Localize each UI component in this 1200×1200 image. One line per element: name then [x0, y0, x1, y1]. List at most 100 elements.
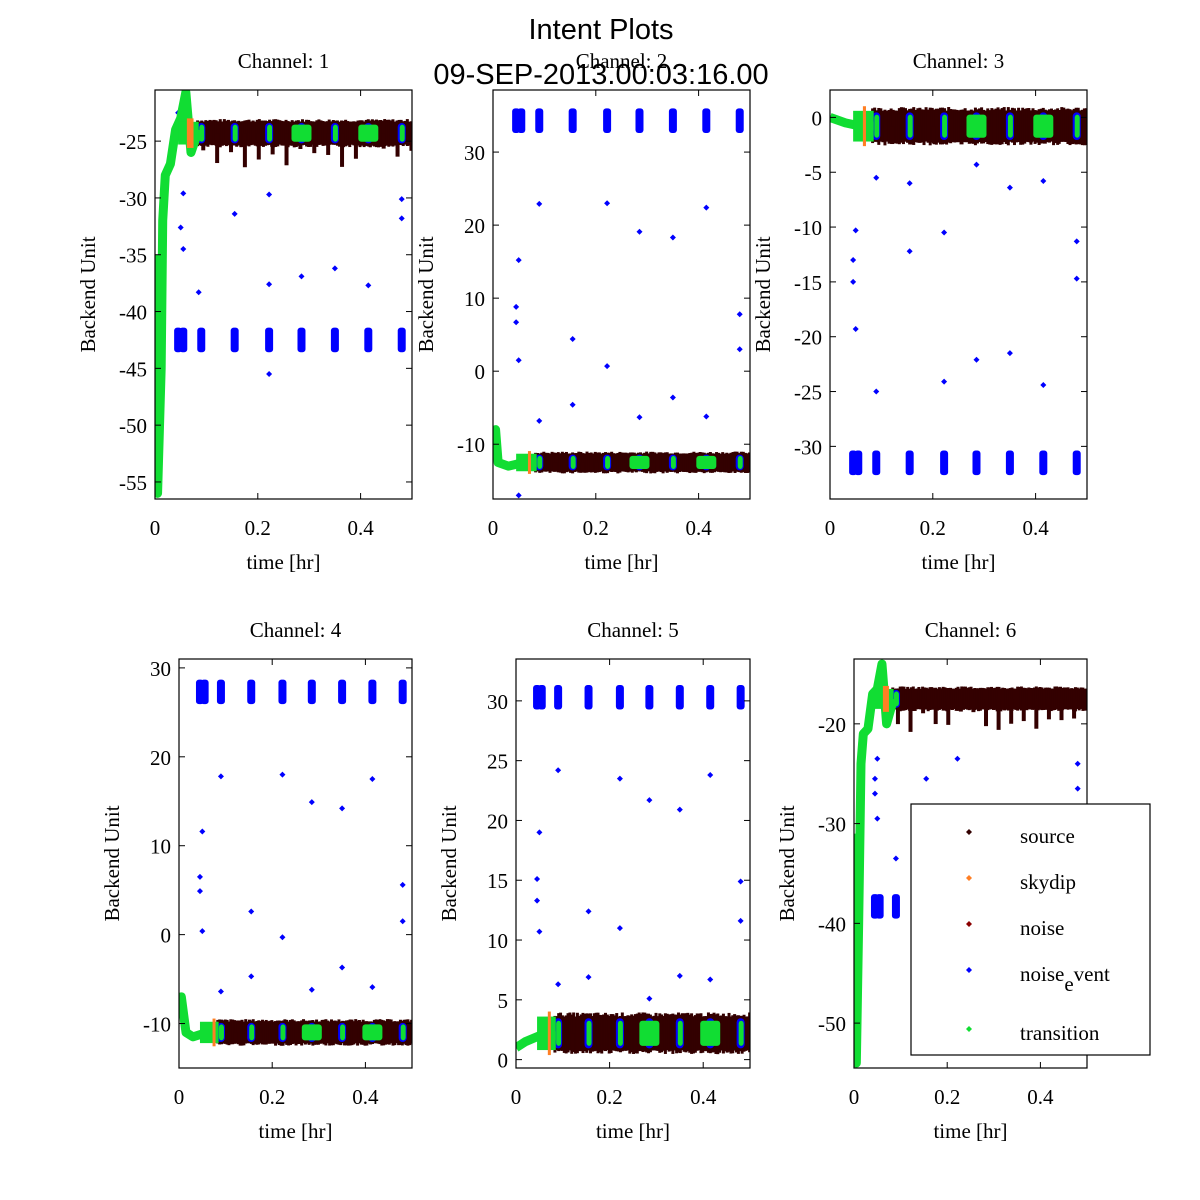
source-point — [356, 120, 360, 146]
noise-event-point — [536, 200, 543, 207]
series-noise-event — [849, 112, 1081, 476]
source-dip — [958, 698, 963, 712]
plot-area — [854, 659, 1087, 1068]
source-point — [405, 119, 409, 146]
transition-band-marker — [874, 114, 880, 138]
source-dip — [580, 462, 585, 471]
noise-event-point — [954, 755, 961, 762]
source-point — [902, 686, 906, 711]
source-point — [352, 121, 356, 146]
source-point — [1003, 688, 1007, 711]
source-dip — [570, 1033, 575, 1051]
noise-event-point — [703, 204, 710, 211]
noise-event-point — [852, 326, 859, 333]
source-point — [393, 1021, 397, 1046]
noise-event-cluster — [675, 684, 684, 710]
noise-event-point — [308, 799, 315, 806]
source-point — [385, 119, 389, 146]
source-point — [229, 1019, 233, 1045]
source-point — [900, 686, 904, 711]
y-tick-label: 30 — [464, 141, 485, 165]
source-point — [333, 1020, 337, 1044]
source-point — [558, 453, 562, 473]
source-point — [951, 109, 955, 143]
source-point — [947, 107, 951, 142]
transition-band-marker — [1033, 114, 1054, 138]
source-point — [261, 1019, 265, 1045]
source-point — [1066, 687, 1070, 710]
source-dip — [622, 462, 627, 471]
source-dip — [722, 1033, 727, 1051]
noise-event-point — [616, 775, 623, 782]
source-point — [566, 1013, 570, 1053]
source-point — [327, 119, 331, 145]
source-point — [1040, 687, 1044, 711]
transition-band-marker — [291, 124, 312, 142]
source-point — [725, 452, 729, 473]
y-axis-label: Backend Unit — [775, 805, 799, 921]
source-point — [393, 121, 397, 146]
noise-event-cluster — [645, 684, 654, 710]
source-point — [241, 121, 245, 148]
transition-band-marker — [340, 1024, 346, 1041]
source-dip — [258, 1032, 263, 1043]
noise-event-point — [536, 928, 543, 935]
source-point — [879, 108, 883, 142]
source-point — [684, 1013, 688, 1053]
source-point — [560, 1015, 564, 1051]
source-point — [924, 107, 928, 142]
source-point — [729, 452, 733, 473]
source-point — [906, 686, 910, 710]
legend: source skydip noise noiseevent transition — [910, 803, 1151, 1056]
x-tick-label: 0.2 — [934, 1085, 960, 1109]
y-tick-label: -20 — [818, 713, 846, 737]
source-point — [883, 109, 887, 146]
series-skydip — [547, 1011, 551, 1056]
noise-event-cluster — [197, 327, 206, 353]
noise-event-cluster — [230, 327, 239, 353]
noise-event-point — [737, 878, 744, 885]
source-dip — [895, 698, 900, 725]
x-tick-label: 0.2 — [245, 516, 271, 540]
source-point — [694, 452, 698, 473]
y-tick-label: -20 — [794, 326, 822, 350]
source-point — [1031, 108, 1035, 142]
plot-area — [830, 106, 1087, 476]
source-point — [579, 451, 583, 473]
source-point — [1000, 108, 1004, 145]
source-point — [889, 108, 893, 142]
source-dip — [353, 133, 358, 159]
source-dip — [395, 133, 400, 157]
noise-event-cluster — [216, 679, 225, 705]
noise-event-point — [569, 336, 576, 343]
source-point — [904, 108, 908, 142]
source-point — [282, 121, 286, 146]
source-point — [244, 1019, 248, 1044]
source-point — [961, 109, 965, 142]
transition-block — [199, 1021, 219, 1044]
panel-title: Channel: 6 — [925, 618, 1017, 642]
source-point — [1058, 110, 1062, 143]
source-point — [602, 1014, 606, 1051]
noise-event-cluster — [338, 679, 347, 705]
source-dip — [1046, 698, 1051, 720]
source-point — [251, 120, 255, 145]
source-dip — [1070, 126, 1075, 145]
source-point — [288, 121, 292, 146]
noise-event-point — [536, 829, 543, 836]
panel-title: Channel: 3 — [913, 49, 1005, 73]
noise-event-point — [669, 394, 676, 401]
source-point — [986, 687, 990, 711]
noise-event-point — [736, 311, 743, 318]
source-point — [1029, 687, 1033, 710]
source-dip — [1009, 698, 1014, 724]
source-point — [356, 1020, 360, 1046]
source-point — [990, 686, 994, 710]
series-skydip — [862, 106, 866, 147]
source-point — [587, 452, 591, 472]
source-point — [300, 1020, 304, 1046]
source-point — [276, 119, 280, 147]
source-point — [926, 109, 930, 143]
transition-ramp — [155, 90, 203, 498]
source-point — [717, 452, 721, 472]
